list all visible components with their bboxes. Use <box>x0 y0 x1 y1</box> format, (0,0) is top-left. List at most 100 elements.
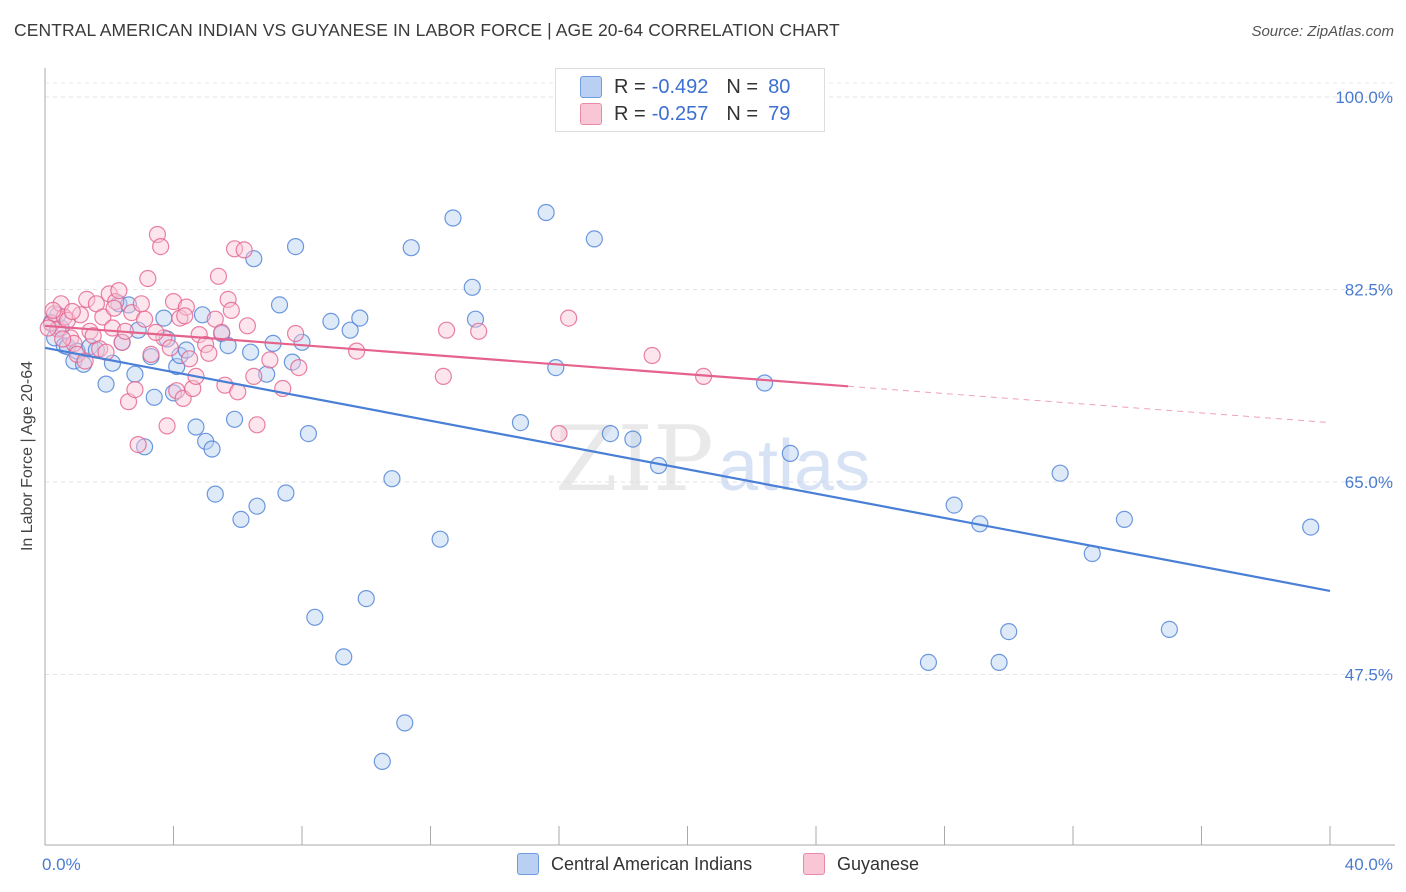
point-central-american-indians <box>232 510 250 529</box>
point-central-american-indians <box>624 430 642 448</box>
point-central-american-indians <box>335 648 353 666</box>
point-guyanese <box>222 301 240 319</box>
point-guyanese <box>235 241 253 259</box>
point-central-american-indians <box>585 230 603 248</box>
point-central-american-indians <box>547 359 565 377</box>
y-tick-label: 82.5% <box>1345 281 1393 300</box>
point-central-american-indians <box>168 357 186 376</box>
point-guyanese <box>176 307 194 325</box>
point-guyanese <box>560 309 578 327</box>
point-guyanese <box>78 290 96 308</box>
point-central-american-indians <box>1302 518 1320 536</box>
point-guyanese <box>139 269 157 288</box>
point-guyanese <box>113 333 131 351</box>
point-guyanese <box>177 298 195 316</box>
point-central-american-indians <box>286 238 305 256</box>
point-central-american-indians <box>919 653 938 672</box>
point-guyanese <box>105 299 123 317</box>
legend-n-label: N = <box>726 75 759 98</box>
point-central-american-indians <box>322 312 340 330</box>
bottom-legend-central-american-indians: Central American Indians <box>517 853 752 875</box>
point-guyanese <box>39 319 57 337</box>
point-guyanese <box>147 323 165 341</box>
legend-r-value: -0.492 <box>651 75 709 98</box>
point-guyanese <box>164 293 183 311</box>
bottom-legend-label: Guyanese <box>837 853 920 874</box>
trend-line-guyanese-extrapolated <box>848 385 1331 424</box>
point-guyanese <box>348 342 366 360</box>
point-central-american-indians <box>431 530 449 548</box>
point-central-american-indians <box>193 306 212 324</box>
point-guyanese <box>470 322 488 340</box>
point-central-american-indians <box>1160 620 1178 639</box>
point-central-american-indians <box>135 438 154 456</box>
point-central-american-indians <box>351 309 369 327</box>
point-central-american-indians <box>258 365 276 383</box>
point-guyanese <box>161 339 179 357</box>
point-central-american-indians <box>945 496 963 514</box>
y-tick-label: 47.5% <box>1345 666 1393 685</box>
point-guyanese <box>437 321 456 339</box>
x-tick-label: 40.0% <box>1345 855 1393 874</box>
point-central-american-indians <box>511 414 530 432</box>
point-central-american-indians <box>601 425 620 443</box>
point-central-american-indians <box>402 239 420 257</box>
point-guyanese <box>152 238 170 256</box>
point-central-american-indians <box>126 365 144 383</box>
watermark-atlas: atlas <box>718 426 870 506</box>
point-guyanese <box>248 416 266 434</box>
point-guyanese <box>213 323 231 341</box>
point-central-american-indians <box>1051 464 1069 482</box>
y-tick-label: 65.0% <box>1345 473 1393 492</box>
point-central-american-indians <box>225 410 244 428</box>
point-guyanese <box>94 308 112 326</box>
point-guyanese <box>132 295 150 313</box>
point-guyanese <box>107 293 125 311</box>
point-guyanese <box>286 324 305 343</box>
bottom-legend-guyanese: Guyanese <box>803 853 919 875</box>
y-tick-label: 100.0% <box>1335 88 1393 107</box>
point-central-american-indians <box>187 418 205 436</box>
tick-labels: 47.5% 65.0% 82.5% 100.0% 0.0% 40.0% <box>42 88 1393 874</box>
point-central-american-indians <box>145 388 163 406</box>
point-guyanese <box>158 417 176 435</box>
point-guyanese <box>209 267 228 285</box>
point-guyanese <box>197 335 215 354</box>
legend-n-label: N = <box>726 102 759 125</box>
legend-row-central-american-indians: R = -0.492 N = 80 <box>580 74 790 100</box>
legend-r-label: R = <box>614 75 646 98</box>
chart-title: CENTRAL AMERICAN INDIAN VS GUYANESE IN L… <box>14 20 840 40</box>
trend-line-guyanese <box>44 324 849 388</box>
point-central-american-indians <box>306 608 324 626</box>
point-guyanese <box>219 290 237 308</box>
trend-line-central-american-indians <box>44 346 1331 592</box>
bottom-legend-label: Central American Indians <box>551 853 753 874</box>
point-central-american-indians <box>755 374 774 392</box>
bottom-legend-swatch-pink <box>803 853 825 875</box>
point-guyanese <box>200 344 218 362</box>
point-central-american-indians <box>277 484 295 502</box>
point-guyanese <box>434 367 452 385</box>
point-central-american-indians <box>248 497 266 515</box>
point-central-american-indians <box>537 203 555 222</box>
legend-swatch-blue <box>580 76 602 98</box>
bottom-legend: Central American Indians Guyanese <box>0 850 1406 880</box>
point-central-american-indians <box>270 296 289 314</box>
legend-r-label: R = <box>614 102 646 125</box>
trend-lines <box>44 324 1331 592</box>
point-central-american-indians <box>242 343 260 361</box>
point-central-american-indians <box>444 209 462 227</box>
point-guyanese <box>126 381 144 399</box>
data-points <box>39 203 1320 771</box>
chart-source: Source: ZipAtlas.com <box>1251 23 1394 40</box>
legend-n-value: 80 <box>768 75 791 98</box>
point-guyanese <box>550 425 568 443</box>
point-central-american-indians <box>357 589 375 608</box>
legend-n-value: 79 <box>768 102 791 125</box>
point-guyanese <box>63 302 81 321</box>
watermark: ZIP atlas <box>555 407 870 512</box>
axes <box>44 68 1395 846</box>
point-central-american-indians <box>97 375 115 393</box>
x-tick-label: 0.0% <box>42 855 81 874</box>
point-central-american-indians <box>1115 510 1134 529</box>
